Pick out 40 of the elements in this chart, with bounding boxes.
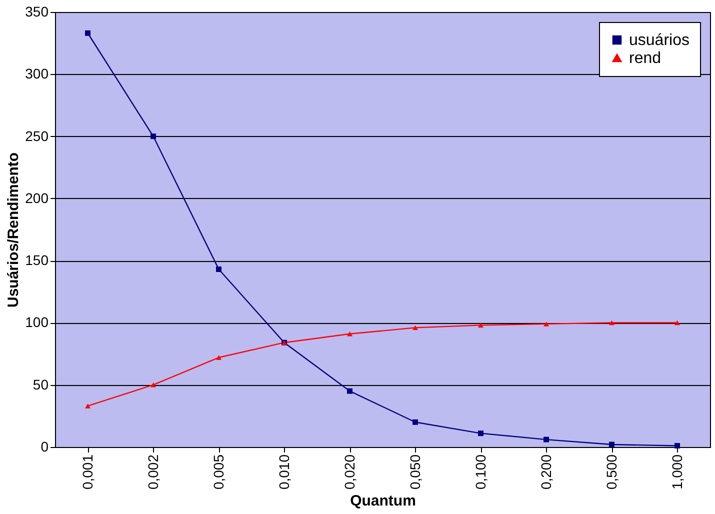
y-tick-label: 350: [25, 4, 49, 20]
y-tick-label: 50: [32, 376, 49, 392]
x-axis-title: Quantum: [350, 492, 416, 510]
x-tick-label: 0,200: [538, 454, 554, 490]
x-tick-label: 0,100: [472, 454, 488, 490]
y-tick-label: 0: [40, 438, 49, 454]
x-tick-label: 0,050: [406, 454, 423, 490]
point: [674, 443, 680, 448]
point: [85, 404, 90, 408]
x-tick-label: 0,001: [79, 454, 96, 490]
point: [609, 442, 614, 448]
legend-label: usuários: [629, 32, 690, 49]
x-tick-label: 0,002: [144, 454, 161, 490]
point: [674, 320, 680, 326]
point: [85, 30, 90, 36]
x-tick-label: 0,005: [210, 454, 226, 490]
point: [412, 419, 418, 425]
point: [609, 320, 614, 326]
x-tick-label: 0,500: [603, 454, 620, 490]
y-axis-title: Usuários/Rendimento: [5, 152, 22, 308]
point: [544, 436, 549, 442]
point: [150, 134, 156, 140]
point: [347, 332, 352, 336]
x-tick-label: 1,000: [668, 454, 685, 490]
point: [216, 266, 222, 272]
y-tick-label: 300: [25, 66, 49, 82]
x-tick-label: 0,010: [276, 454, 292, 490]
point: [544, 322, 549, 326]
y-tick-label: 150: [25, 252, 49, 268]
point: [478, 322, 484, 328]
point: [412, 325, 418, 330]
point: [216, 355, 222, 360]
x-tick-label: 0,020: [341, 454, 358, 490]
y-tick-label: 200: [25, 190, 49, 206]
legend-label: rend: [629, 50, 662, 67]
y-tick-label: 100: [25, 314, 49, 330]
point: [347, 388, 352, 394]
point: [478, 430, 484, 436]
y-tick-label: 250: [25, 128, 49, 144]
point: [150, 382, 156, 388]
